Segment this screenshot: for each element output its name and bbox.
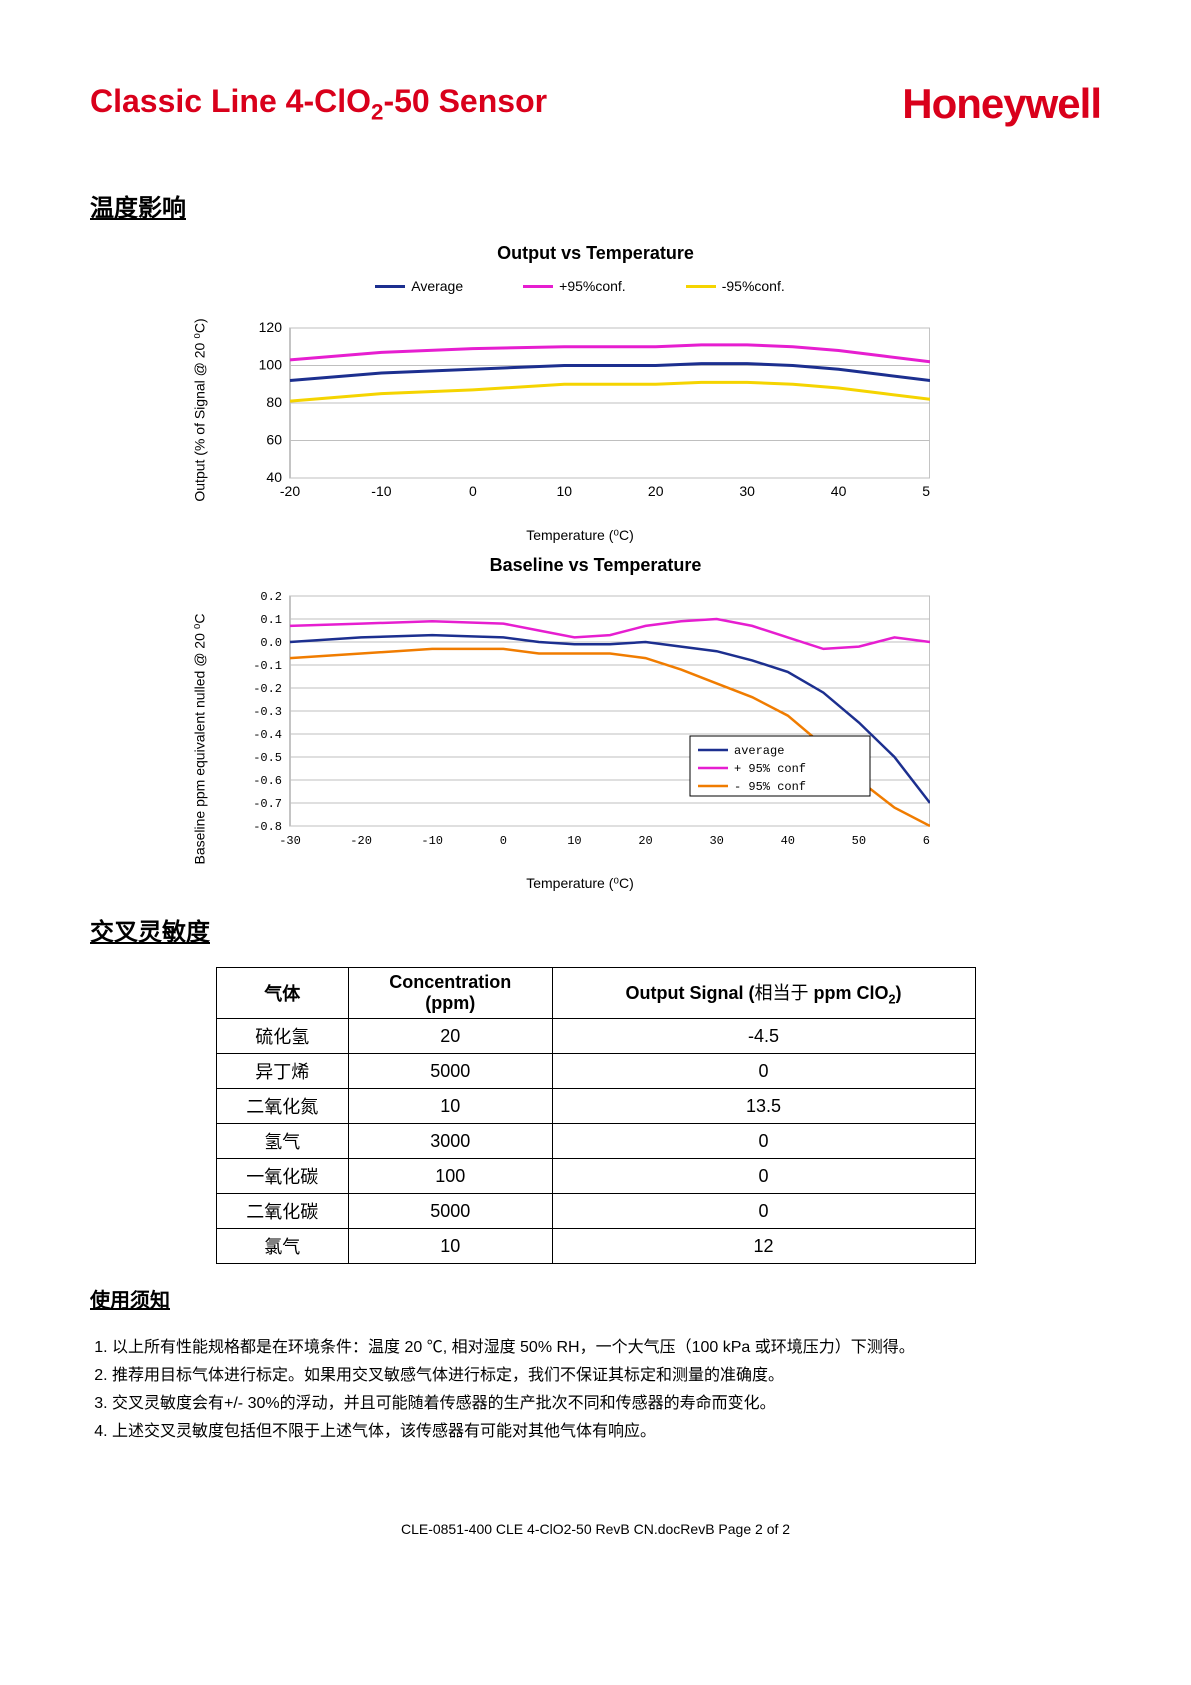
svg-text:40: 40 bbox=[831, 483, 847, 499]
table-row: 异丁烯50000 bbox=[216, 1054, 975, 1089]
title-post: -50 Sensor bbox=[383, 83, 547, 119]
note-item: 以上所有性能规格都是在环境条件：温度 20 ℃, 相对湿度 50% RH，一个大… bbox=[112, 1333, 1101, 1357]
svg-text:-0.4: -0.4 bbox=[253, 728, 282, 742]
svg-text:-10: -10 bbox=[421, 834, 443, 848]
svg-text:0: 0 bbox=[500, 834, 507, 848]
note-item: 推荐用目标气体进行标定。如果用交叉敏感气体进行标定，我们不保证其标定和测量的准确… bbox=[112, 1361, 1101, 1385]
chart1-plot: 406080100120-20-1001020304050 bbox=[230, 298, 930, 518]
svg-text:30: 30 bbox=[739, 483, 755, 499]
svg-text:-0.8: -0.8 bbox=[253, 820, 282, 834]
chart2-plot: 0.2 0.1 0.0 -0.1 -0.2 -0.3 -0.4 -0.5 -0.6 -0.7 -0.… bbox=[230, 586, 930, 866]
legend-item: Average bbox=[375, 278, 463, 294]
chart1-title: Output vs Temperature bbox=[90, 243, 1101, 264]
svg-text:10: 10 bbox=[567, 834, 581, 848]
svg-text:60: 60 bbox=[266, 432, 282, 448]
cross-sensitivity-table: 气体Concentration(ppm)Output Signal (相当于 p… bbox=[216, 967, 976, 1264]
svg-text:0.2: 0.2 bbox=[260, 590, 282, 604]
table-row: 一氧化碳1000 bbox=[216, 1159, 975, 1194]
svg-text:-20: -20 bbox=[350, 834, 372, 848]
chart1-xlabel: Temperature (⁰C) bbox=[230, 527, 930, 545]
svg-text:-0.1: -0.1 bbox=[253, 659, 282, 673]
svg-text:40: 40 bbox=[781, 834, 795, 848]
svg-text:60: 60 bbox=[923, 834, 930, 848]
chart2-xlabel: Temperature (⁰C) bbox=[230, 875, 930, 892]
col-conc: Concentration(ppm) bbox=[348, 968, 552, 1019]
svg-text:average: average bbox=[734, 744, 784, 758]
section-cross-heading: 交叉灵敏度 bbox=[90, 912, 1101, 947]
section-temp-heading: 温度影响 bbox=[90, 188, 1101, 223]
note-item: 上述交叉灵敏度包括但不限于上述气体，该传感器有可能对其他气体有响应。 bbox=[112, 1417, 1101, 1441]
svg-text:50: 50 bbox=[852, 834, 866, 848]
svg-text:- 95% conf: - 95% conf bbox=[734, 780, 806, 794]
note-item: 交叉灵敏度会有+/- 30%的浮动，并且可能随着传感器的生产批次不同和传感器的寿… bbox=[112, 1389, 1101, 1413]
svg-text:-0.6: -0.6 bbox=[253, 774, 282, 788]
page-title: Classic Line 4-ClO2-50 Sensor bbox=[90, 83, 547, 125]
svg-text:-0.7: -0.7 bbox=[253, 797, 282, 811]
svg-text:20: 20 bbox=[648, 483, 664, 499]
svg-text:10: 10 bbox=[556, 483, 572, 499]
col-gas: 气体 bbox=[216, 968, 348, 1019]
table-row: 氯气1012 bbox=[216, 1229, 975, 1264]
chart2-ylabel: Baseline ppm equivalent nulled @ 20 ⁰C bbox=[192, 614, 209, 865]
legend-item: +95%conf. bbox=[523, 278, 626, 294]
svg-text:20: 20 bbox=[638, 834, 652, 848]
col-output: Output Signal (相当于 ppm ClO2) bbox=[552, 968, 975, 1019]
page-footer: CLE-0851-400 CLE 4-ClO2-50 RevB CN.docRe… bbox=[90, 1521, 1101, 1537]
svg-text:0.0: 0.0 bbox=[260, 636, 282, 650]
svg-text:80: 80 bbox=[266, 394, 282, 410]
chart1-ylabel: Output (% of Signal @ 20 ⁰C) bbox=[192, 318, 209, 501]
svg-text:-0.5: -0.5 bbox=[253, 751, 282, 765]
section-notes-heading: 使用须知 bbox=[90, 1284, 1101, 1313]
svg-text:120: 120 bbox=[259, 319, 283, 335]
table-row: 二氧化碳50000 bbox=[216, 1194, 975, 1229]
svg-text:0.1: 0.1 bbox=[260, 613, 282, 627]
svg-text:0: 0 bbox=[469, 483, 477, 499]
svg-text:-0.3: -0.3 bbox=[253, 705, 282, 719]
svg-text:-30: -30 bbox=[279, 834, 301, 848]
svg-text:-0.2: -0.2 bbox=[253, 682, 282, 696]
svg-text:+ 95% conf: + 95% conf bbox=[734, 762, 806, 776]
chart1-legend: Average +95%conf. -95%conf. bbox=[230, 274, 930, 298]
title-sub: 2 bbox=[371, 99, 383, 124]
table-row: 硫化氢20-4.5 bbox=[216, 1019, 975, 1054]
svg-text:30: 30 bbox=[709, 834, 723, 848]
legend-item: -95%conf. bbox=[686, 278, 785, 294]
table-row: 二氧化氮1013.5 bbox=[216, 1089, 975, 1124]
svg-text:100: 100 bbox=[259, 357, 283, 373]
svg-text:-10: -10 bbox=[371, 483, 391, 499]
usage-notes: 以上所有性能规格都是在环境条件：温度 20 ℃, 相对湿度 50% RH，一个大… bbox=[90, 1333, 1101, 1441]
brand-logo: Honeywell bbox=[902, 80, 1101, 128]
title-pre: Classic Line 4-ClO bbox=[90, 83, 371, 119]
svg-text:50: 50 bbox=[922, 483, 930, 499]
chart2-title: Baseline vs Temperature bbox=[90, 555, 1101, 576]
table-row: 氢气30000 bbox=[216, 1124, 975, 1159]
svg-text:-20: -20 bbox=[280, 483, 300, 499]
